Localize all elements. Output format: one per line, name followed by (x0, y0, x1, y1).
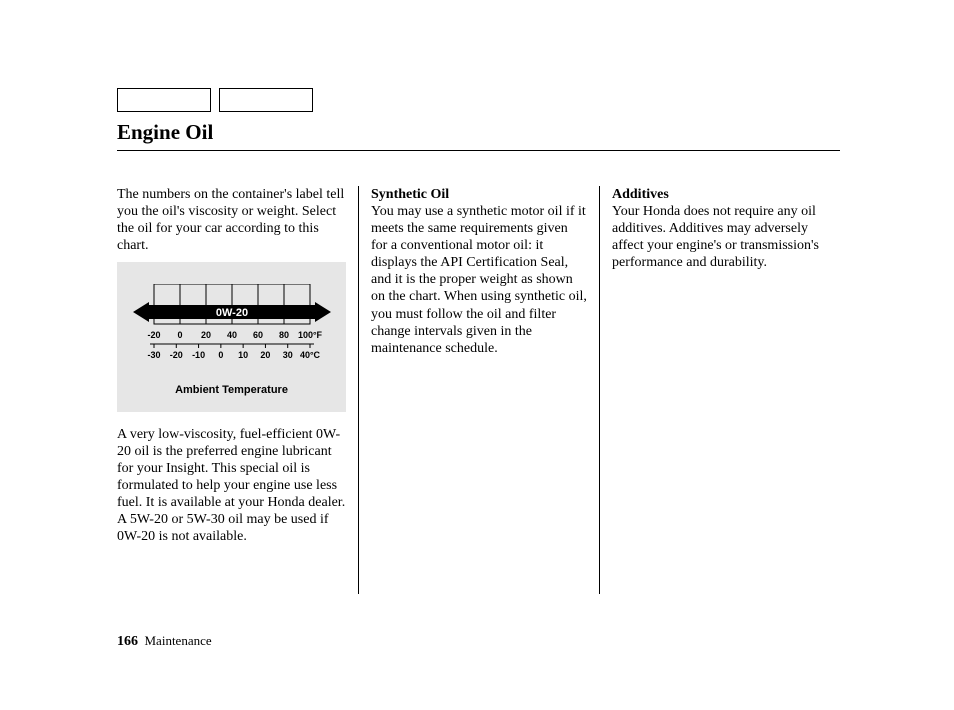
svg-text:-10: -10 (192, 350, 205, 360)
column-2: Synthetic Oil You may use a synthetic mo… (358, 186, 599, 594)
page-number: 166 (117, 634, 138, 649)
column-3: Additives Your Honda does not require an… (599, 186, 840, 594)
viscosity-paragraph: A very low-viscosity, fuel-efficient 0W-… (117, 426, 346, 546)
oil-chart: 0W-20 -20 0 20 40 60 80 100°F -30 -20 -10 0 10 20 30 40… (117, 262, 346, 411)
synthetic-heading: Synthetic Oil (371, 186, 587, 203)
svg-text:-20: -20 (147, 330, 160, 340)
chart-caption: Ambient Temperature (129, 384, 334, 397)
additives-paragraph: Your Honda does not require any oil addi… (612, 203, 840, 271)
svg-text:80: 80 (279, 330, 289, 340)
svg-text:100°F: 100°F (298, 330, 323, 340)
header-box (219, 88, 313, 112)
svg-text:20: 20 (260, 350, 270, 360)
footer-section: Maintenance (145, 633, 212, 648)
column-1: The numbers on the container's label tel… (117, 186, 358, 594)
svg-text:10: 10 (238, 350, 248, 360)
svg-text:20: 20 (201, 330, 211, 340)
svg-text:0: 0 (177, 330, 182, 340)
header-placeholder-boxes (117, 88, 313, 112)
svg-text:-20: -20 (170, 350, 183, 360)
header-box (117, 88, 211, 112)
svg-text:60: 60 (253, 330, 263, 340)
page-title: Engine Oil (117, 120, 213, 145)
svg-text:0: 0 (218, 350, 223, 360)
oil-chart-svg: 0W-20 -20 0 20 40 60 80 100°F -30 -20 -10 0 10 20 30 40… (129, 284, 335, 374)
additives-heading: Additives (612, 186, 840, 203)
synthetic-paragraph: You may use a synthetic motor oil if it … (371, 203, 587, 357)
svg-text:40°C: 40°C (300, 350, 321, 360)
title-rule (117, 150, 840, 151)
svg-text:-30: -30 (147, 350, 160, 360)
intro-paragraph: The numbers on the container's label tel… (117, 186, 346, 254)
page: Engine Oil The numbers on the container'… (0, 0, 954, 710)
svg-text:0W-20: 0W-20 (216, 307, 248, 319)
footer: 166 Maintenance (117, 633, 212, 650)
svg-text:40: 40 (227, 330, 237, 340)
columns: The numbers on the container's label tel… (117, 186, 840, 594)
svg-text:30: 30 (283, 350, 293, 360)
